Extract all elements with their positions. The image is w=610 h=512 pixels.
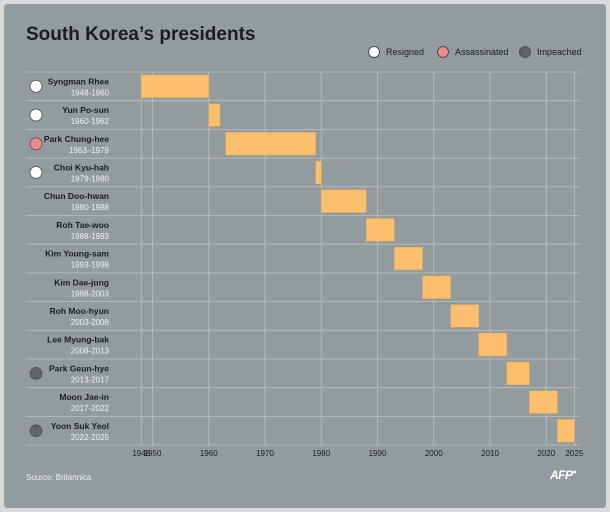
president-name: Kim Dae-jung [54, 277, 109, 287]
president-name: Roh Tae-woo [56, 220, 109, 230]
term-bar [208, 103, 221, 127]
status-resigned-icon [29, 79, 43, 93]
president-term: 1998-2003 [71, 289, 110, 298]
resigned-dot-icon [368, 46, 380, 58]
term-bar [315, 160, 322, 185]
president-term: 1963–1979 [69, 146, 110, 155]
president-name: Syngman Rhee [48, 76, 110, 86]
president-term: 2013-2017 [71, 375, 110, 384]
president-term: 2008-2013 [71, 347, 110, 356]
impeached-dot-icon [519, 46, 531, 58]
legend-item-resigned: Resigned [368, 46, 424, 58]
legend-item-assassinated: Assassinated [437, 46, 509, 58]
term-bar [478, 333, 508, 357]
chart-card [4, 4, 606, 508]
president-name: Chun Doo-hwan [44, 191, 109, 201]
term-bar [141, 74, 209, 98]
source-note: Source: Britannica [26, 473, 92, 482]
x-tick-label: 2020 [537, 449, 555, 458]
legend-label-resigned: Resigned [386, 47, 425, 57]
president-name: Yun Po-sun [62, 105, 109, 115]
x-tick-label: 2025 [565, 449, 583, 458]
x-tick-label: 1970 [256, 449, 274, 458]
x-tick-label: 1950 [144, 449, 162, 458]
president-term: 1993-1998 [71, 261, 110, 270]
assassinated-dot-icon [437, 46, 449, 58]
president-name: Kim Young-sam [45, 249, 109, 259]
president-term: 2017-2022 [71, 404, 110, 413]
president-name: Park Geun-hye [49, 363, 109, 373]
status-assassinated-icon [29, 137, 43, 151]
afp-logo-text: AFP [550, 468, 573, 482]
x-tick-label: 2000 [425, 449, 443, 458]
afp-logo-mark: ● [572, 469, 577, 476]
term-bar [506, 361, 530, 385]
term-bar [366, 218, 395, 242]
president-term: 1960-1962 [71, 117, 110, 126]
status-impeached-icon [29, 366, 43, 380]
president-name: Park Chung-hee [44, 134, 109, 144]
legend: Resigned Assassinated Impeached [368, 46, 588, 66]
x-tick-label: 1960 [200, 449, 218, 458]
term-bar [394, 246, 423, 271]
legend-label-assassinated: Assassinated [455, 47, 509, 57]
x-tick-label: 2010 [481, 449, 499, 458]
legend-label-impeached: Impeached [537, 47, 582, 57]
president-term: 2003-2008 [71, 318, 110, 327]
president-term: 1980-1988 [71, 203, 110, 212]
status-resigned-icon [29, 166, 43, 179]
term-bar [529, 390, 558, 414]
x-tick-label: 1948 [132, 449, 150, 458]
legend-item-impeached: Impeached [519, 46, 582, 58]
chart-title: South Korea’s presidents [26, 24, 256, 45]
term-bar [225, 132, 316, 156]
president-name: Choi Kyu-hah [54, 162, 109, 172]
term-bar [321, 189, 367, 213]
president-term: 1948-1960 [71, 88, 110, 97]
president-term: 1988-1993 [71, 232, 110, 241]
x-tick-label: 1990 [369, 449, 387, 458]
president-name: Yoon Suk Yeol [51, 421, 109, 431]
term-bar [557, 419, 575, 443]
status-resigned-icon [29, 108, 43, 122]
term-bar [450, 304, 479, 328]
president-name: Lee Myung-bak [47, 335, 109, 345]
president-term: 2022-2025 [71, 433, 110, 442]
president-name: Moon Jae-in [59, 392, 109, 402]
president-term: 1979-1980 [71, 174, 110, 183]
status-impeached-icon [29, 424, 43, 438]
x-tick-label: 1980 [312, 449, 330, 458]
president-name: Roh Moo-hyun [50, 306, 109, 316]
term-bar [422, 275, 451, 299]
afp-logo: AFP● [550, 468, 577, 482]
